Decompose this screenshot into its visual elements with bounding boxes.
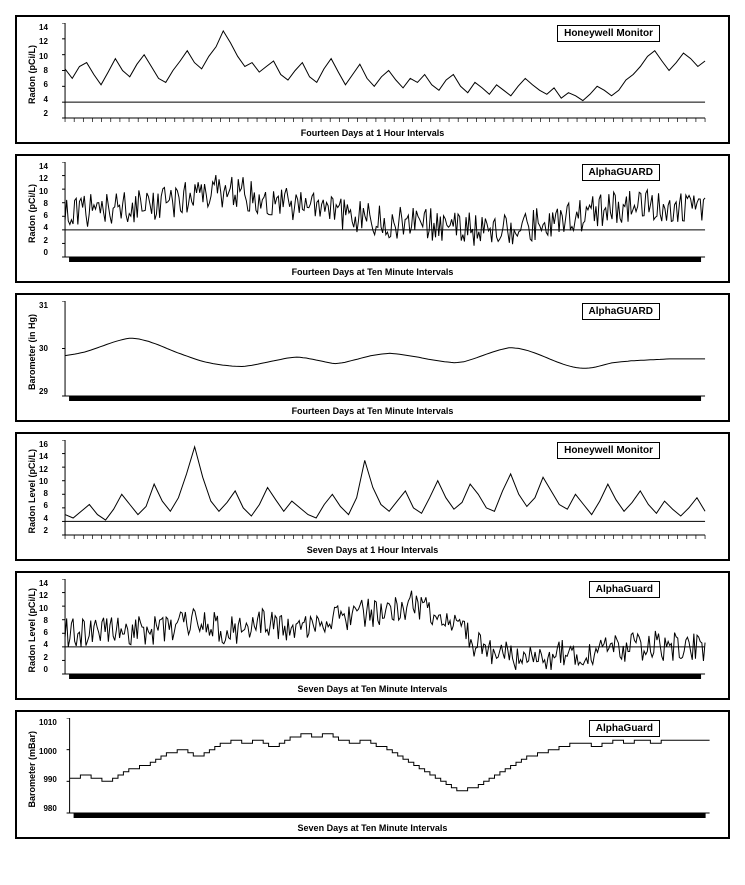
- legend-box: AlphaGuard: [589, 581, 660, 598]
- x-axis-label: Fourteen Days at Ten Minute Intervals: [25, 404, 720, 418]
- chart-panel-p6: Barometer (mBar)10101000990980 AlphaGuard…: [15, 710, 730, 839]
- data-series-line: [65, 175, 705, 246]
- data-series-line: [65, 591, 705, 670]
- chart-panel-p1: Radon (pCi/L)1412108642 Honeywell Monitor…: [15, 15, 730, 144]
- legend-box: AlphaGUARD: [582, 164, 660, 181]
- x-axis-label: Seven Days at Ten Minute Intervals: [25, 682, 720, 696]
- x-axis-label: Seven Days at 1 Hour Intervals: [25, 543, 720, 557]
- y-axis-ticks: 14121086420: [39, 579, 50, 674]
- y-axis-label: Radon (pCi/L): [27, 45, 37, 104]
- legend-box: AlphaGuard: [589, 720, 660, 737]
- y-axis-ticks: 14121086420: [39, 162, 50, 257]
- x-axis-label: Seven Days at Ten Minute Intervals: [25, 821, 720, 835]
- y-axis-label: Barometer (mBar): [27, 731, 37, 808]
- y-axis-ticks: 161412108642: [39, 440, 50, 535]
- y-axis-label: Radon Level (pCi/L): [27, 449, 37, 534]
- legend-box: Honeywell Monitor: [557, 25, 660, 42]
- y-axis-ticks: 10101000990980: [39, 718, 59, 813]
- x-axis-label: Fourteen Days at 1 Hour Intervals: [25, 126, 720, 140]
- y-axis-label: Radon (pCi/L): [27, 184, 37, 243]
- y-axis-label: Radon Level (pCi/L): [27, 588, 37, 673]
- data-series-line: [69, 734, 709, 791]
- data-series-line: [65, 338, 705, 368]
- x-axis-label: Fourteen Days at Ten Minute Intervals: [25, 265, 720, 279]
- chart-panel-p3: Barometer (in Hg)313029 AlphaGUARD Fourtee…: [15, 293, 730, 422]
- chart-panel-p4: Radon Level (pCi/L)161412108642 Honeywell…: [15, 432, 730, 561]
- chart-panel-p2: Radon (pCi/L)14121086420 AlphaGUARD Fourte…: [15, 154, 730, 283]
- y-axis-ticks: 313029: [39, 301, 50, 396]
- y-axis-label: Barometer (in Hg): [27, 314, 37, 390]
- legend-box: AlphaGUARD: [582, 303, 660, 320]
- y-axis-ticks: 1412108642: [39, 23, 50, 118]
- legend-box: Honeywell Monitor: [557, 442, 660, 459]
- chart-panel-p5: Radon Level (pCi/L)14121086420 AlphaGuard…: [15, 571, 730, 700]
